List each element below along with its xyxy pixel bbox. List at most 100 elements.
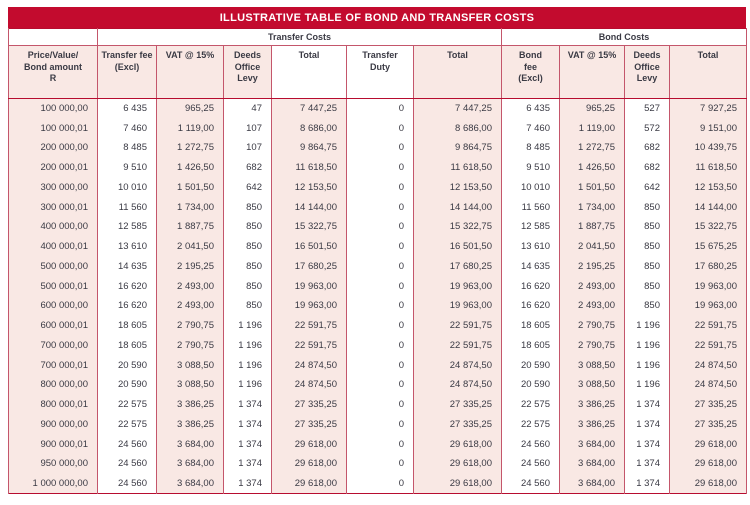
cell-transfer_total: 15 322,75 xyxy=(271,217,347,237)
cell-bond_deeds_levy: 1 196 xyxy=(624,355,670,375)
cell-price_value: 800 000,00 xyxy=(8,375,98,395)
cell-transfer_duty: 0 xyxy=(346,98,414,119)
cell-transfer_vat: 3 088,50 xyxy=(156,375,224,395)
cell-transfer_duty: 0 xyxy=(346,473,414,494)
cell-bond_deeds_levy: 1 374 xyxy=(624,473,670,494)
cell-price_value: 400 000,00 xyxy=(8,217,98,237)
cell-bond_fee: 6 435 xyxy=(501,98,560,119)
column-header-transfer_vat: VAT @ 15% xyxy=(156,45,224,99)
cell-price_value: 200 000,00 xyxy=(8,138,98,158)
cell-transfer_fee: 14 635 xyxy=(97,256,157,277)
cell-bond_total: 24 874,50 xyxy=(669,375,747,395)
cell-transfer_total: 19 963,00 xyxy=(271,296,347,316)
cell-transfer_total_incl_duty: 29 618,00 xyxy=(413,473,502,494)
cell-transfer_total_incl_duty: 27 335,25 xyxy=(413,414,502,435)
cell-bond_total: 15 322,75 xyxy=(669,217,747,237)
cell-bond_deeds_levy: 1 196 xyxy=(624,375,670,395)
cell-bond_deeds_levy: 1 196 xyxy=(624,315,670,336)
cell-price_value: 700 000,01 xyxy=(8,355,98,375)
cell-transfer_duty: 0 xyxy=(346,335,414,356)
cell-transfer_deeds_levy: 47 xyxy=(223,98,272,119)
table-row: 950 000,00 24 560 3 684,00 1 374 29 618,00 0 2… xyxy=(8,454,747,474)
cell-bond_deeds_levy: 850 xyxy=(624,236,670,257)
cell-bond_deeds_levy: 1 374 xyxy=(624,414,670,435)
cell-bond_deeds_levy: 850 xyxy=(624,296,670,316)
cell-bond_fee: 16 620 xyxy=(501,296,560,316)
cell-transfer_duty: 0 xyxy=(346,118,414,138)
cell-transfer_total_incl_duty: 24 874,50 xyxy=(413,375,502,395)
column-header-bond_total: Total xyxy=(669,45,747,99)
cell-transfer_total: 22 591,75 xyxy=(271,315,347,336)
cell-bond_deeds_levy: 850 xyxy=(624,256,670,277)
column-header-bond_vat: VAT @ 15% xyxy=(559,45,625,99)
cell-price_value: 800 000,01 xyxy=(8,394,98,415)
cell-transfer_deeds_levy: 1 374 xyxy=(223,434,272,454)
cell-bond_vat: 3 684,00 xyxy=(559,434,625,454)
cell-price_value: 600 000,01 xyxy=(8,315,98,336)
cell-transfer_total_incl_duty: 22 591,75 xyxy=(413,315,502,336)
cell-price_value: 1 000 000,00 xyxy=(8,473,98,494)
cell-bond_fee: 9 510 xyxy=(501,157,560,178)
cell-transfer_total: 8 686,00 xyxy=(271,118,347,138)
cell-bond_fee: 10 010 xyxy=(501,177,560,198)
cell-bond_vat: 3 088,50 xyxy=(559,375,625,395)
table-title: ILLUSTRATIVE TABLE OF BOND AND TRANSFER … xyxy=(219,11,535,24)
cell-transfer_vat: 3 386,25 xyxy=(156,394,224,415)
column-header-transfer_total: Total xyxy=(271,45,347,99)
cell-transfer_total: 29 618,00 xyxy=(271,454,347,474)
cell-bond_total: 19 963,00 xyxy=(669,296,747,316)
cell-bond_vat: 3 386,25 xyxy=(559,394,625,415)
cell-price_value: 300 000,01 xyxy=(8,197,98,217)
cell-bond_fee: 20 590 xyxy=(501,355,560,375)
cell-transfer_vat: 2 493,00 xyxy=(156,296,224,316)
cell-transfer_deeds_levy: 850 xyxy=(223,256,272,277)
table-row: 100 000,01 7 460 1 119,00 107 8 686,00 0 8 686… xyxy=(8,118,747,138)
cell-transfer_duty: 0 xyxy=(346,355,414,375)
cell-transfer_deeds_levy: 850 xyxy=(223,236,272,257)
cell-bond_fee: 7 460 xyxy=(501,118,560,138)
table-body: 100 000,00 6 435 965,25 47 7 447,25 0 7 447,25… xyxy=(8,98,747,494)
cell-transfer_deeds_levy: 850 xyxy=(223,276,272,296)
column-header-price_value: Price/Value/ Bond amount R xyxy=(8,45,98,99)
cell-price_value: 300 000,00 xyxy=(8,177,98,198)
cell-price_value: 100 000,00 xyxy=(8,98,98,119)
cell-transfer_deeds_levy: 107 xyxy=(223,118,272,138)
cell-transfer_vat: 965,25 xyxy=(156,98,224,119)
cell-transfer_fee: 16 620 xyxy=(97,276,157,296)
cell-bond_vat: 3 386,25 xyxy=(559,414,625,435)
cell-transfer_deeds_levy: 642 xyxy=(223,177,272,198)
cell-transfer_fee: 16 620 xyxy=(97,296,157,316)
cell-transfer_total_incl_duty: 19 963,00 xyxy=(413,276,502,296)
cell-bond_fee: 18 605 xyxy=(501,315,560,336)
cell-transfer_duty: 0 xyxy=(346,454,414,474)
cell-bond_fee: 24 560 xyxy=(501,454,560,474)
cell-transfer_duty: 0 xyxy=(346,315,414,336)
cell-transfer_deeds_levy: 1 196 xyxy=(223,375,272,395)
cell-bond_vat: 3 684,00 xyxy=(559,473,625,494)
cell-transfer_duty: 0 xyxy=(346,296,414,316)
cell-transfer_vat: 1 272,75 xyxy=(156,138,224,158)
cell-bond_total: 15 675,25 xyxy=(669,236,747,257)
cell-transfer_total_incl_duty: 22 591,75 xyxy=(413,335,502,356)
cell-transfer_fee: 10 010 xyxy=(97,177,157,198)
cell-bond_fee: 18 605 xyxy=(501,335,560,356)
cell-transfer_fee: 20 590 xyxy=(97,355,157,375)
table-row: 700 000,00 18 605 2 790,75 1 196 22 591,75 0 2… xyxy=(8,335,747,356)
cell-price_value: 700 000,00 xyxy=(8,335,98,356)
column-group-row: Transfer Costs Bond Costs xyxy=(8,28,747,46)
cell-transfer_duty: 0 xyxy=(346,434,414,454)
cell-transfer_fee: 24 560 xyxy=(97,454,157,474)
cell-bond_deeds_levy: 1 374 xyxy=(624,434,670,454)
cell-bond_total: 27 335,25 xyxy=(669,414,747,435)
cell-bond_deeds_levy: 850 xyxy=(624,276,670,296)
cell-price_value: 200 000,01 xyxy=(8,157,98,178)
cell-transfer_fee: 6 435 xyxy=(97,98,157,119)
cell-transfer_fee: 11 560 xyxy=(97,197,157,217)
cell-transfer_fee: 24 560 xyxy=(97,434,157,454)
cell-bond_total: 29 618,00 xyxy=(669,473,747,494)
cell-transfer_fee: 13 610 xyxy=(97,236,157,257)
cell-bond_total: 22 591,75 xyxy=(669,315,747,336)
cell-bond_fee: 24 560 xyxy=(501,434,560,454)
cell-transfer_duty: 0 xyxy=(346,157,414,178)
cell-price_value: 100 000,01 xyxy=(8,118,98,138)
